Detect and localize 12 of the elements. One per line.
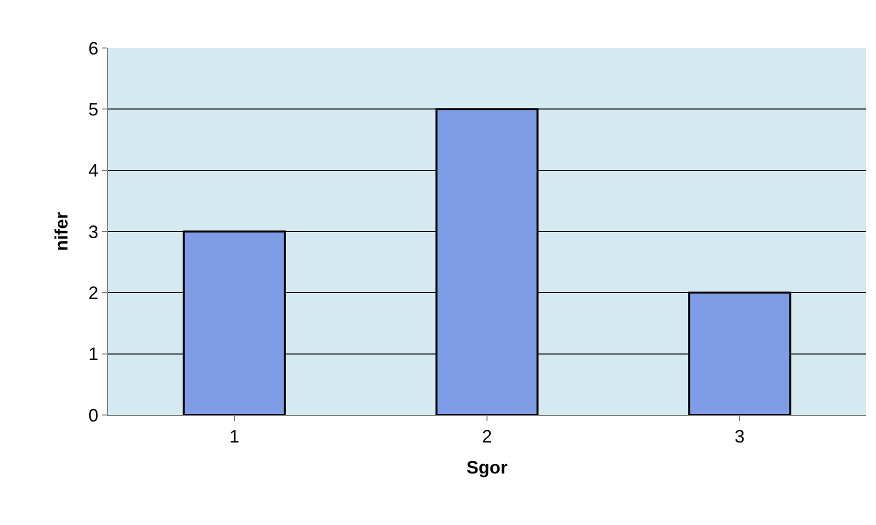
x-axis-title: Sgor — [466, 458, 508, 478]
y-tick-label: 3 — [88, 222, 98, 242]
y-tick-label: 5 — [88, 99, 98, 120]
x-tick-label: 3 — [734, 426, 745, 447]
x-tick-label: 2 — [482, 426, 492, 447]
y-tick-label: 2 — [88, 282, 98, 303]
y-tick-label: 1 — [88, 344, 98, 364]
x-tick-label: 1 — [229, 426, 240, 447]
y-tick-label: 6 — [88, 38, 98, 58]
y-axis-title: nifer — [52, 212, 72, 252]
y-tick-label: 4 — [88, 160, 98, 181]
y-tick-label: 0 — [88, 405, 98, 426]
